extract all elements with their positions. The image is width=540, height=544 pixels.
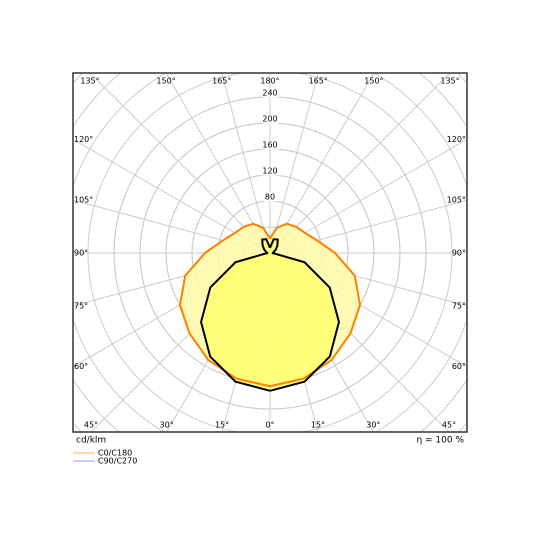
- angle-label: 135°: [440, 77, 459, 86]
- angle-label: 105°: [447, 196, 466, 205]
- curve: [269, 222, 362, 388]
- plot-border: [72, 72, 468, 433]
- angle-label: 135°: [80, 77, 99, 86]
- curve: [269, 238, 340, 392]
- curve-fill: [201, 239, 339, 391]
- unit-label: cd/klm: [76, 436, 106, 446]
- angle-label: 180°: [260, 77, 279, 86]
- r-tick-label: 200: [262, 115, 277, 124]
- angle-label: 30°: [366, 421, 380, 430]
- grid-ray: [221, 73, 271, 254]
- r-tick-label-bg: [263, 192, 277, 202]
- angle-label: 30°: [160, 421, 174, 430]
- angle-label: 75°: [74, 301, 88, 310]
- angle-label: 45°: [442, 421, 456, 430]
- r-tick-label: 160: [262, 141, 277, 150]
- angle-label: 15°: [311, 421, 325, 430]
- angle-label: 90°: [452, 249, 466, 258]
- curve: [200, 238, 271, 392]
- angle-label: 90°: [74, 249, 88, 258]
- grid-ray: [89, 73, 271, 254]
- angle-label: 60°: [74, 362, 88, 371]
- labels: 0° 15° 15° 30° 30° 45° 45° 60° 60° 75° 75° 90° 90° 10…: [74, 77, 466, 430]
- r-tick-label: 80: [265, 193, 275, 202]
- angle-label: 120°: [447, 135, 466, 144]
- grid-ray: [269, 73, 319, 254]
- legend-label: C0/C180: [98, 449, 132, 458]
- angle-label: 150°: [156, 77, 175, 86]
- r-tick-label-bg: [261, 140, 279, 150]
- grid-ray: [269, 73, 451, 254]
- angle-label: 165°: [309, 77, 328, 86]
- r-tick-label-bg: [261, 88, 279, 98]
- legend-label: C90/C270: [98, 457, 137, 466]
- r-tick-label-bg: [261, 166, 279, 176]
- curves: [178, 222, 362, 392]
- r-tick-label-bg: [261, 114, 279, 124]
- r-tick-label: 120: [262, 167, 277, 176]
- angle-label: 165°: [212, 77, 231, 86]
- r-tick-label: 240: [262, 89, 277, 98]
- curve: [178, 222, 271, 388]
- angle-label: 75°: [452, 301, 466, 310]
- angle-label: 120°: [74, 135, 93, 144]
- angle-label: 150°: [364, 77, 383, 86]
- angle-label: 45°: [84, 421, 98, 430]
- angle-label: 60°: [452, 362, 466, 371]
- angle-label: 15°: [215, 421, 229, 430]
- efficiency-label: η = 100 %: [416, 436, 464, 446]
- angle-label: 0°: [265, 421, 274, 430]
- angle-label: 105°: [74, 196, 93, 205]
